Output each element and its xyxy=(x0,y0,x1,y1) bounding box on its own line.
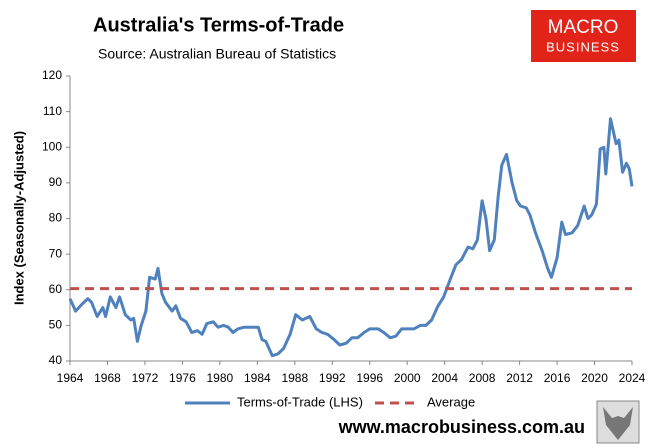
legend-label: Average xyxy=(427,394,475,409)
x-tick-label: 2004 xyxy=(431,371,458,385)
y-tick-label: 80 xyxy=(49,211,63,225)
y-tick-label: 100 xyxy=(42,139,62,153)
data-line xyxy=(68,117,634,358)
x-tick-label: 1968 xyxy=(94,371,121,385)
x-tick-label: 2016 xyxy=(544,371,571,385)
chart-title: Australia's Terms-of-Trade xyxy=(93,14,344,36)
y-tick-label: 90 xyxy=(49,175,63,189)
logo-text: MACRO xyxy=(548,17,619,38)
logo-box xyxy=(531,10,636,62)
x-tick-label: 1988 xyxy=(281,371,308,385)
x-tick-label: 1964 xyxy=(57,371,84,385)
x-tick-label: 1992 xyxy=(319,371,346,385)
chart-subtitle: Source: Australian Bureau of Statistics xyxy=(98,46,336,62)
y-tick-label: 110 xyxy=(43,104,62,118)
y-tick-label: 40 xyxy=(49,353,63,367)
x-tick-label: 1984 xyxy=(244,371,271,385)
x-tick-label: 1972 xyxy=(132,371,159,385)
x-tick-label: 1976 xyxy=(169,371,196,385)
x-tick-label: 2000 xyxy=(394,371,421,385)
x-tick-label: 2024 xyxy=(619,371,646,385)
legend-label: Terms-of-Trade (LHS) xyxy=(237,394,363,409)
website: www.macrobusiness.com.au xyxy=(338,417,585,437)
wolf-icon xyxy=(596,400,640,444)
y-tick-label: 120 xyxy=(42,68,62,82)
y-axis-label: Index (Seasonally-Adjusted) xyxy=(11,131,26,305)
x-tick-label: 2008 xyxy=(469,371,496,385)
x-tick-label: 1980 xyxy=(207,371,234,385)
y-tick-label: 60 xyxy=(49,282,63,296)
x-tick-label: 1996 xyxy=(356,371,383,385)
y-tick-label: 70 xyxy=(49,246,63,260)
x-tick-label: 2020 xyxy=(581,371,608,385)
logo-text: BUSINESS xyxy=(546,39,620,54)
x-tick-label: 2012 xyxy=(506,371,533,385)
y-tick-label: 50 xyxy=(49,318,63,332)
